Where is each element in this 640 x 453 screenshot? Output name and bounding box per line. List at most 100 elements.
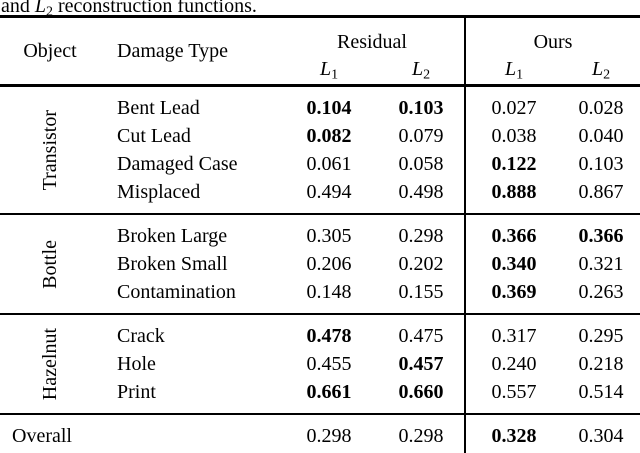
value-cell: 0.028 bbox=[578, 97, 624, 119]
value-cell: 0.202 bbox=[398, 253, 444, 275]
damage-type-cell: Misplaced bbox=[117, 181, 201, 203]
object-label-transistor: Transistor bbox=[0, 86, 100, 215]
table-row: Contamination 0.148 0.155 0.369 0.263 bbox=[0, 278, 640, 314]
value-cell: 0.058 bbox=[398, 153, 444, 175]
value-cell: 0.867 bbox=[578, 181, 624, 203]
header-sub-row: L1 L2 L1 L2 bbox=[0, 54, 640, 86]
damage-type-cell: Crack bbox=[117, 325, 165, 347]
value-cell: 0.321 bbox=[578, 253, 624, 275]
value-cell: 0.366 bbox=[464, 214, 562, 250]
col-header-residual-l2: L2 bbox=[378, 54, 465, 86]
table-row: Hole 0.455 0.457 0.240 0.218 bbox=[0, 350, 640, 378]
caption-prefix: and bbox=[1, 0, 35, 15]
damage-type-cell: Cut Lead bbox=[117, 125, 191, 147]
math-subscript: 1 bbox=[516, 67, 524, 82]
value-cell: 0.298 bbox=[306, 425, 352, 447]
table-row: Cut Lead 0.082 0.079 0.038 0.040 bbox=[0, 122, 640, 150]
value-cell: 0.104 bbox=[306, 97, 352, 119]
value-cell: 0.661 bbox=[306, 381, 352, 403]
rotated-object-label: Hazelnut bbox=[38, 328, 61, 401]
table-caption: and L2 reconstruction functions. bbox=[1, 0, 640, 15]
table-row: Transistor Bent Lead 0.104 0.103 0.027 0.028 bbox=[0, 85, 640, 191]
damage-type-cell: Broken Small bbox=[117, 253, 228, 275]
value-cell: 0.494 bbox=[306, 181, 352, 203]
value-cell: 0.263 bbox=[578, 281, 624, 303]
value-cell: 0.038 bbox=[464, 122, 562, 150]
col-header-object: Object bbox=[23, 39, 77, 62]
math-letter: L bbox=[319, 57, 332, 80]
math-letter: L bbox=[411, 57, 424, 80]
col-header-residual-l1: L1 bbox=[280, 54, 378, 86]
value-cell: 0.079 bbox=[398, 125, 444, 147]
caption-math-subscript: 2 bbox=[46, 4, 54, 15]
value-cell: 0.298 bbox=[398, 225, 444, 247]
damage-type-cell: Damaged Case bbox=[117, 153, 238, 175]
overall-row: Overall 0.298 0.298 0.328 0.304 bbox=[0, 414, 640, 453]
results-table: Object Damage Type Residual Ours L1 L2 L… bbox=[0, 15, 640, 453]
value-cell: 0.340 bbox=[464, 250, 562, 278]
value-cell: 0.455 bbox=[306, 353, 352, 375]
value-cell: 0.061 bbox=[306, 153, 352, 175]
damage-type-cell: Bent Lead bbox=[117, 97, 200, 119]
value-cell: 0.366 bbox=[578, 225, 624, 247]
header-group-row: Object Damage Type Residual Ours bbox=[0, 16, 640, 62]
table-header: Object Damage Type Residual Ours L1 L2 L… bbox=[0, 16, 640, 86]
math-subscript: 2 bbox=[603, 67, 611, 82]
rotated-object-label: Transistor bbox=[38, 110, 61, 191]
value-cell: 0.457 bbox=[398, 353, 444, 375]
value-cell: 0.103 bbox=[398, 97, 444, 119]
value-cell: 0.155 bbox=[398, 281, 444, 303]
object-label-hazelnut: Hazelnut bbox=[0, 314, 100, 414]
math-subscript: 2 bbox=[423, 67, 431, 82]
value-cell: 0.475 bbox=[398, 325, 444, 347]
value-cell: 0.240 bbox=[464, 350, 562, 378]
table-row: Misplaced 0.494 0.498 0.888 0.867 bbox=[0, 178, 640, 214]
table-row: Print 0.661 0.660 0.557 0.514 bbox=[0, 378, 640, 414]
value-cell: 0.082 bbox=[306, 125, 352, 147]
damage-type-cell: Hole bbox=[117, 353, 156, 375]
table-row: Damaged Case 0.061 0.058 0.122 0.103 bbox=[0, 150, 640, 178]
table-row: Bottle Broken Large 0.305 0.298 0.366 0.366 bbox=[0, 214, 640, 289]
section-hazelnut: Hazelnut Crack 0.478 0.475 0.317 0.295 Hole 0.4… bbox=[0, 314, 640, 414]
value-cell: 0.317 bbox=[464, 314, 562, 350]
value-cell: 0.557 bbox=[464, 378, 562, 414]
object-label-bottle: Bottle bbox=[0, 214, 100, 314]
value-cell: 0.040 bbox=[578, 125, 624, 147]
table-row: Broken Small 0.206 0.202 0.340 0.321 bbox=[0, 250, 640, 278]
value-cell: 0.122 bbox=[464, 150, 562, 178]
col-header-ours-l1: L1 bbox=[464, 54, 562, 86]
damage-type-cell: Contamination bbox=[117, 281, 236, 303]
value-cell: 0.478 bbox=[306, 325, 352, 347]
value-cell: 0.305 bbox=[306, 225, 352, 247]
value-cell: 0.498 bbox=[398, 181, 444, 203]
damage-type-cell: Print bbox=[117, 381, 156, 403]
caption-math-letter: L bbox=[34, 0, 47, 15]
value-cell: 0.660 bbox=[398, 381, 444, 403]
math-subscript: 1 bbox=[331, 67, 339, 82]
col-group-residual: Residual bbox=[337, 31, 407, 53]
value-cell: 0.514 bbox=[578, 381, 624, 403]
section-transistor: Transistor Bent Lead 0.104 0.103 0.027 0.028 C… bbox=[0, 85, 640, 214]
col-group-ours: Ours bbox=[463, 16, 640, 54]
damage-type-cell: Broken Large bbox=[117, 225, 228, 247]
overall-label: Overall bbox=[12, 425, 72, 447]
value-cell: 0.298 bbox=[398, 425, 444, 447]
col-header-ours-l2: L2 bbox=[562, 54, 640, 86]
section-bottle: Bottle Broken Large 0.305 0.298 0.366 0.366 Br… bbox=[0, 214, 640, 314]
value-cell: 0.328 bbox=[464, 414, 562, 453]
value-cell: 0.304 bbox=[578, 425, 624, 447]
col-header-damage-type: Damage Type bbox=[117, 39, 228, 62]
value-cell: 0.218 bbox=[578, 353, 624, 375]
value-cell: 0.369 bbox=[464, 278, 562, 314]
value-cell: 0.888 bbox=[464, 178, 562, 214]
rotated-object-label: Bottle bbox=[38, 240, 61, 289]
section-overall: Overall 0.298 0.298 0.328 0.304 bbox=[0, 414, 640, 453]
math-letter: L bbox=[504, 57, 517, 80]
value-cell: 0.103 bbox=[578, 153, 624, 175]
table-row: Hazelnut Crack 0.478 0.475 0.317 0.295 bbox=[0, 314, 640, 401]
value-cell: 0.148 bbox=[306, 281, 352, 303]
value-cell: 0.206 bbox=[306, 253, 352, 275]
math-letter: L bbox=[591, 57, 604, 80]
value-cell: 0.295 bbox=[578, 325, 624, 347]
value-cell: 0.027 bbox=[464, 85, 562, 122]
